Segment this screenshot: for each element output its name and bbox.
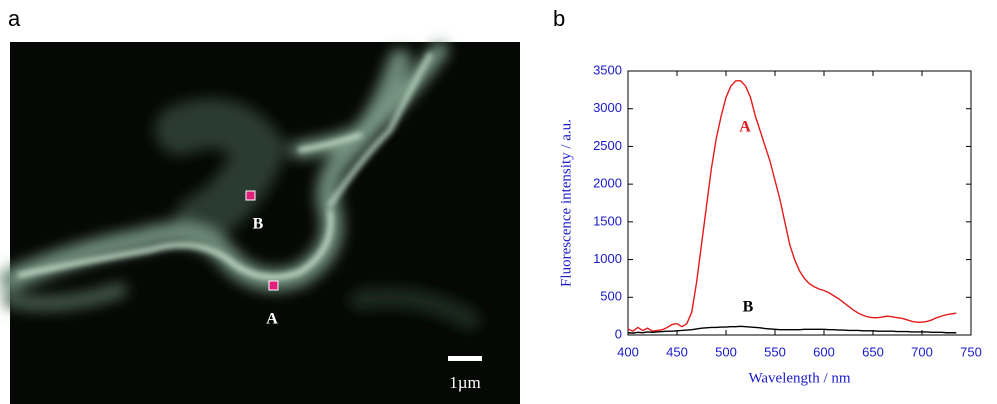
point-label: B — [253, 216, 264, 233]
y-tick-label: 2500 — [593, 138, 622, 153]
micrograph: B A 1µm — [0, 42, 520, 404]
y-tick-label: 500 — [600, 289, 622, 304]
x-tick-label: 700 — [911, 344, 933, 359]
series-label: A — [739, 119, 751, 136]
x-tick-label: 750 — [960, 344, 982, 359]
x-tick-label: 400 — [617, 344, 639, 359]
panel-label: b — [553, 6, 565, 31]
x-tick-label: 550 — [764, 344, 786, 359]
y-axis-label: Fluorescence intensity / a.u. — [558, 119, 574, 287]
series-line — [627, 80, 957, 333]
x-tick-label: 500 — [715, 344, 737, 359]
plot-frame — [627, 70, 972, 336]
x-tick-label: 650 — [862, 344, 884, 359]
x-axis-label: Wavelength / nm — [748, 370, 850, 386]
x-tick-label: 600 — [813, 344, 835, 359]
y-tick-label: 2000 — [593, 176, 622, 191]
series-label: B — [743, 299, 754, 316]
x-tick-label: 450 — [666, 344, 688, 359]
y-tick-label: 3500 — [593, 62, 622, 77]
panel-label: a — [8, 6, 21, 31]
scale-bar-label: 1µm — [449, 373, 481, 392]
y-tick-label: 3000 — [593, 100, 622, 115]
y-tick-label: 0 — [615, 326, 622, 341]
y-tick-label: 1000 — [593, 251, 622, 266]
series-line — [627, 325, 957, 334]
y-tick-label: 1500 — [593, 213, 622, 228]
point-label: A — [266, 311, 278, 328]
